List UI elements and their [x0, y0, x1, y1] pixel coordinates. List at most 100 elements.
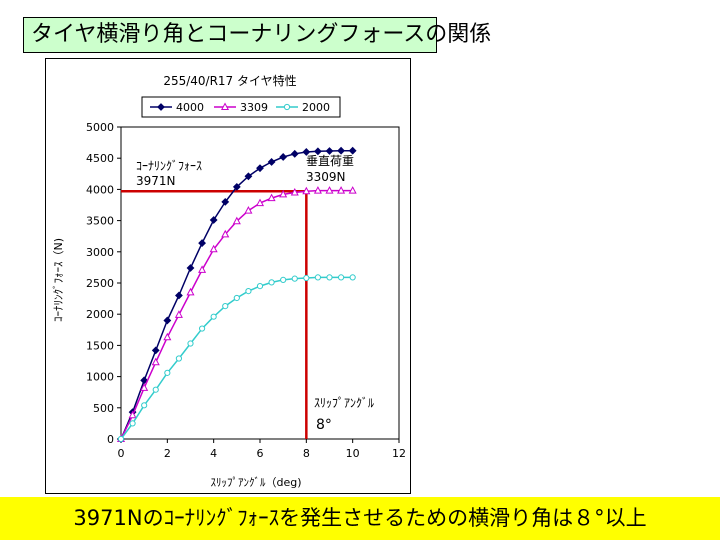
x-axis-label: ｽﾘｯﾌﾟｱﾝｸﾞﾙ（deg) — [210, 476, 301, 489]
y-tick-label: 2500 — [86, 277, 114, 290]
annotation-slip-value: 8° — [316, 417, 332, 433]
point-2000 — [117, 435, 125, 443]
point-2000 — [268, 279, 275, 286]
x-tick-label: 8 — [303, 447, 310, 460]
point-4000 — [302, 148, 311, 156]
point-4000 — [221, 197, 230, 206]
y-tick-label: 500 — [93, 402, 114, 415]
point-2000 — [187, 340, 194, 347]
point-2000 — [326, 274, 333, 281]
point-3309 — [302, 186, 311, 195]
legend-label-3309: 3309 — [240, 101, 268, 114]
annotation-slip-label: ｽﾘｯﾌﾟｱﾝｸﾞﾙ — [314, 396, 374, 410]
point-3309 — [313, 186, 322, 194]
legend-marker-3309 — [220, 102, 230, 110]
series-3309 — [116, 186, 357, 442]
point-4000 — [325, 147, 334, 155]
y-tick-label: 1500 — [86, 339, 114, 352]
point-2000 — [337, 274, 345, 281]
legend-label-4000: 4000 — [176, 101, 204, 114]
point-3309 — [337, 186, 346, 194]
y-tick-label: 5000 — [86, 121, 114, 134]
point-2000 — [349, 274, 356, 281]
point-4000 — [290, 149, 299, 158]
slide-title: タイヤ横滑り角とコーナリングフォースの関係 — [23, 17, 491, 53]
y-axis-label: ｺｰﾅﾘﾝｸﾞﾌｫｰｽ（N) — [52, 238, 65, 322]
point-3309 — [151, 357, 160, 366]
point-4000 — [163, 316, 172, 325]
point-3309 — [163, 332, 172, 341]
point-2000 — [175, 355, 183, 362]
x-tick-label: 4 — [210, 447, 217, 460]
point-3309 — [244, 206, 253, 214]
annotation-force-label: ｺｰﾅﾘﾝｸﾞﾌｫｰｽ — [136, 159, 202, 173]
series-4000 — [117, 146, 357, 443]
point-3309 — [267, 193, 276, 202]
legend-label-2000: 2000 — [302, 101, 330, 114]
point-2000 — [210, 313, 217, 320]
point-2000 — [141, 402, 148, 409]
point-2000 — [314, 274, 322, 281]
point-3309 — [128, 410, 137, 419]
point-2000 — [233, 294, 240, 302]
annotation-load-label: 垂直荷重 — [306, 154, 354, 168]
chart-title: 255/40/R17 タイヤ特性 — [163, 73, 296, 88]
point-2000 — [245, 288, 252, 295]
point-3309 — [198, 265, 207, 273]
legend-marker-2000 — [283, 103, 291, 111]
point-4000 — [256, 164, 264, 173]
legend: 4000 3309 2000 — [141, 96, 341, 118]
chart-svg: 255/40/R17 タイヤ特性 4000 3309 2000 0 500 1000 15… — [52, 73, 406, 489]
x-tick-label: 2 — [164, 447, 171, 460]
point-3309 — [255, 198, 265, 207]
point-4000 — [244, 172, 253, 181]
point-4000 — [337, 146, 345, 155]
y-tick-label: 3000 — [86, 246, 114, 259]
y-tick-label: 4000 — [86, 183, 114, 196]
point-2000 — [152, 386, 159, 393]
y-tick-label: 0 — [107, 433, 114, 446]
x-tick-label: 12 — [392, 447, 406, 460]
point-3309 — [186, 287, 195, 296]
point-3309 — [290, 187, 299, 196]
plot-area: 0 500 1000 1500 2000 2500 3000 3500 4000 4500 5000… — [86, 121, 406, 460]
point-4000 — [209, 216, 218, 224]
point-4000 — [279, 153, 288, 161]
point-2000 — [222, 302, 229, 310]
point-3309 — [140, 383, 149, 391]
y-tick-label: 1000 — [86, 371, 114, 384]
point-4000 — [175, 291, 183, 300]
chart-frame: 255/40/R17 タイヤ特性 4000 3309 2000 0 500 1000 15… — [45, 58, 411, 494]
point-3309 — [221, 229, 230, 238]
point-2000 — [164, 369, 171, 376]
x-tick-label: 0 — [118, 447, 125, 460]
legend-marker-4000 — [157, 103, 165, 111]
annotation-force-value: 3971N — [136, 174, 176, 188]
point-4000 — [232, 182, 241, 191]
annotation-load-value: 3309N — [306, 170, 346, 184]
point-3309 — [279, 189, 288, 198]
point-3309 — [325, 186, 334, 194]
y-tick-label: 4500 — [86, 152, 114, 165]
y-tick-label: 2000 — [86, 308, 114, 321]
point-3309 — [174, 310, 183, 318]
y-tick-label: 3500 — [86, 215, 114, 228]
conclusion-band: 3971Nのｺｰﾅﾘﾝｸﾞﾌｫｰｽを発生させるための横滑り角は８°以上 — [0, 497, 720, 540]
point-3309 — [209, 244, 218, 253]
point-2000 — [256, 283, 264, 290]
point-3309 — [348, 186, 357, 194]
point-4000 — [151, 346, 160, 355]
point-2000 — [280, 276, 287, 283]
x-tick-label: 10 — [346, 447, 360, 460]
point-4000 — [314, 147, 322, 156]
point-4000 — [198, 239, 206, 247]
point-2000 — [198, 325, 206, 332]
series-2000 — [117, 274, 356, 443]
point-4000 — [186, 264, 195, 272]
point-2000 — [129, 420, 136, 427]
point-2000 — [303, 274, 310, 282]
point-4000 — [348, 146, 357, 155]
point-3309 — [232, 216, 241, 225]
point-2000 — [291, 275, 298, 282]
x-tick-label: 6 — [257, 447, 264, 460]
